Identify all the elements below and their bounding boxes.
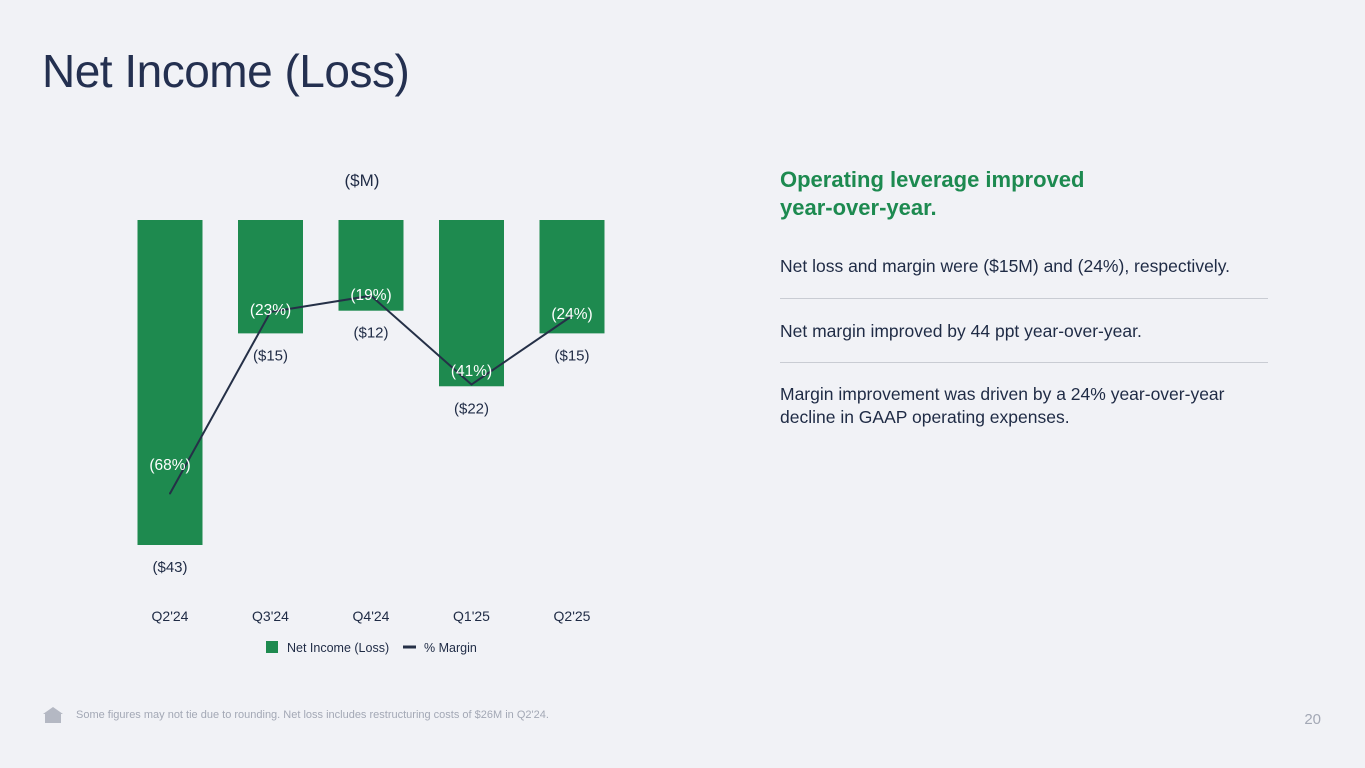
footnote: Some figures may not tie due to rounding…	[76, 709, 549, 721]
bar-value-label: ($12)	[353, 325, 388, 342]
house-icon	[43, 707, 63, 723]
x-tick-label: Q2'25	[554, 608, 591, 624]
bar-value-label: ($43)	[152, 559, 187, 576]
unit-label: ($M)	[345, 171, 380, 190]
margin-value-label: (41%)	[451, 363, 492, 380]
bar-value-label: ($15)	[253, 347, 288, 364]
bar-value-label: ($22)	[454, 400, 489, 417]
margin-point-2	[370, 294, 372, 297]
divider	[780, 362, 1268, 363]
margin-value-label: (24%)	[551, 306, 592, 323]
commentary-headline: Operating leverage improved year-over-ye…	[780, 167, 1085, 220]
page-title: Net Income (Loss)	[42, 45, 410, 97]
bar-4	[539, 220, 605, 334]
margin-value-label: (68%)	[149, 457, 190, 474]
legend-label-line: % Margin	[424, 641, 477, 655]
margin-point-3	[470, 383, 473, 386]
bar-3	[439, 220, 504, 387]
x-tick-label: Q3'24	[252, 608, 289, 624]
footer: Some figures may not tie due to rounding…	[42, 706, 549, 724]
commentary-point-3: Margin improvement was driven by a 24% y…	[780, 384, 1225, 427]
bar-value-label: ($15)	[554, 347, 589, 364]
commentary-point-2: Net margin improved by 44 ppt year-over-…	[780, 321, 1142, 341]
divider	[780, 298, 1268, 299]
bar-0	[137, 220, 203, 545]
legend-label-bars: Net Income (Loss)	[287, 641, 389, 655]
bar-1	[238, 220, 303, 334]
legend-swatch-bars	[266, 641, 278, 653]
margin-point-0	[169, 492, 171, 495]
x-tick-label: Q2'24	[152, 608, 189, 624]
page-number: 20	[1304, 711, 1321, 728]
x-tick-label: Q4'24	[353, 608, 390, 624]
margin-point-1	[269, 310, 272, 313]
x-tick-label: Q1'25	[453, 608, 490, 624]
commentary-panel: Operating leverage improved year-over-ye…	[780, 166, 1268, 429]
margin-value-label: (19%)	[350, 287, 391, 304]
margin-value-label: (23%)	[250, 302, 291, 319]
commentary-point-1: Net loss and margin were ($15M) and (24%…	[780, 256, 1231, 276]
margin-point-4	[571, 314, 573, 317]
net-income-chart: ($M) ($43) Q2'24 ($15) Q3'24 ($12) Q4'24 ($22) Q…	[137, 171, 605, 655]
